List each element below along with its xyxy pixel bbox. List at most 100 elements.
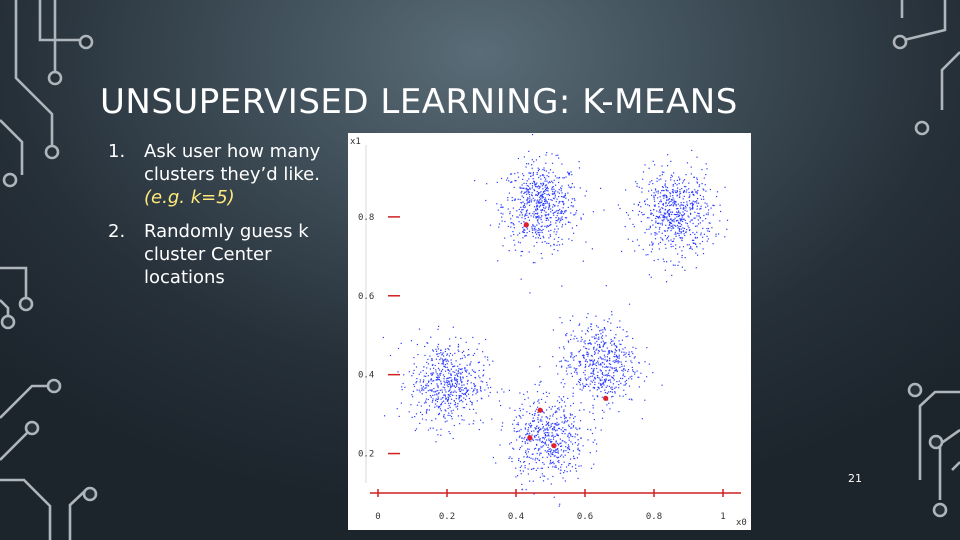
data-point — [454, 390, 456, 392]
data-point — [535, 159, 537, 161]
data-point — [542, 411, 544, 413]
data-point — [697, 212, 699, 214]
data-point — [667, 210, 669, 212]
data-point — [442, 362, 444, 364]
data-point — [672, 195, 674, 197]
data-point — [568, 424, 570, 426]
data-point — [461, 419, 463, 421]
data-point — [652, 372, 654, 374]
data-point — [599, 345, 601, 347]
data-point — [538, 426, 540, 429]
data-point — [560, 217, 562, 219]
data-point — [437, 348, 439, 350]
data-point — [671, 225, 673, 227]
data-point — [538, 202, 540, 204]
data-point — [561, 226, 563, 228]
data-point — [661, 174, 663, 176]
data-point — [533, 214, 535, 216]
data-point — [561, 224, 564, 226]
data-point — [458, 368, 460, 370]
data-point — [589, 359, 591, 361]
data-point — [644, 232, 646, 234]
data-point — [537, 199, 539, 201]
data-point — [445, 391, 447, 393]
data-point — [578, 167, 581, 169]
data-point — [616, 381, 618, 383]
data-point — [447, 407, 449, 410]
data-point — [631, 375, 633, 377]
data-point — [523, 225, 525, 227]
data-point — [677, 264, 679, 266]
data-point — [704, 184, 706, 186]
data-point — [522, 408, 524, 410]
circuit-node — [78, 34, 94, 50]
data-point — [548, 193, 550, 195]
data-point — [575, 464, 577, 466]
data-point — [658, 243, 660, 245]
data-point — [547, 450, 549, 452]
data-point — [525, 188, 527, 190]
data-point — [654, 204, 656, 206]
scatter-plot: 0 0.2 0.4 0.6 0.8 1 0.2 0.4 0.6 0.8 x1 x0 — [348, 133, 751, 530]
data-point — [566, 367, 568, 369]
data-point — [474, 385, 476, 388]
data-point — [445, 348, 447, 350]
data-point — [671, 213, 673, 216]
data-point — [678, 233, 680, 235]
data-point — [527, 397, 529, 399]
data-point — [571, 183, 573, 185]
data-point — [434, 391, 436, 393]
data-point — [479, 389, 482, 391]
data-point — [604, 366, 606, 368]
data-point — [561, 218, 564, 220]
data-point — [684, 219, 686, 221]
data-point — [624, 226, 626, 228]
data-point — [556, 400, 559, 402]
data-point — [441, 403, 443, 405]
data-point — [688, 216, 690, 218]
data-point — [608, 391, 610, 393]
data-point — [608, 402, 610, 404]
data-point — [558, 181, 560, 184]
data-point — [500, 204, 502, 206]
data-point — [541, 423, 544, 425]
data-point — [531, 227, 533, 230]
data-point — [604, 329, 606, 331]
data-point — [418, 373, 420, 375]
data-point — [689, 212, 692, 214]
data-point — [539, 186, 541, 188]
data-point — [550, 245, 552, 247]
data-point — [680, 237, 682, 239]
data-point — [613, 367, 616, 369]
data-point — [519, 214, 521, 216]
data-point — [654, 200, 656, 202]
data-point — [450, 386, 452, 389]
data-point — [534, 226, 536, 228]
data-point — [497, 209, 499, 211]
data-point — [616, 346, 618, 348]
data-point — [549, 169, 551, 171]
data-point — [436, 405, 438, 407]
data-point — [701, 240, 704, 243]
data-point — [565, 217, 568, 219]
data-point — [662, 186, 664, 188]
data-point — [461, 384, 463, 386]
data-point — [696, 215, 698, 217]
data-point — [641, 212, 643, 214]
data-point — [546, 217, 548, 220]
data-point — [583, 357, 585, 359]
data-point — [574, 214, 576, 216]
data-point — [696, 200, 698, 202]
data-point — [665, 189, 667, 191]
data-point — [676, 191, 678, 194]
data-point — [702, 188, 704, 190]
data-point — [529, 480, 531, 482]
data-point — [415, 366, 418, 368]
data-point — [587, 353, 589, 355]
data-point — [674, 264, 676, 266]
data-point — [527, 185, 530, 187]
data-point — [569, 364, 571, 366]
data-point — [671, 228, 673, 230]
data-point — [570, 355, 572, 357]
data-point — [551, 186, 553, 188]
